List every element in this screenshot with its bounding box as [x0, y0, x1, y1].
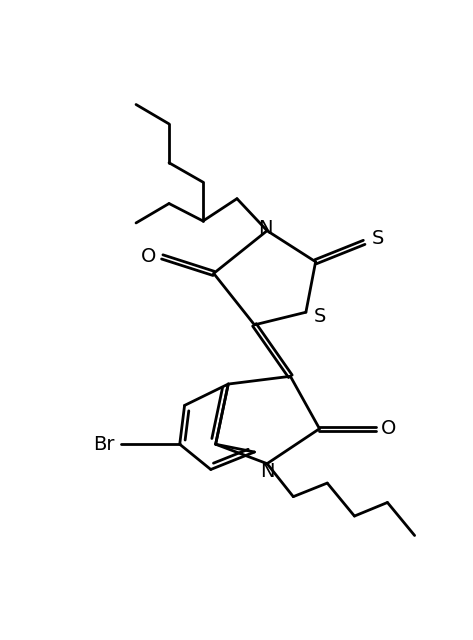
Text: O: O [141, 248, 157, 266]
Text: N: N [260, 462, 274, 481]
Text: S: S [371, 229, 384, 248]
Text: O: O [381, 419, 396, 438]
Text: S: S [313, 307, 326, 326]
Text: N: N [258, 220, 272, 238]
Text: Br: Br [93, 435, 115, 454]
